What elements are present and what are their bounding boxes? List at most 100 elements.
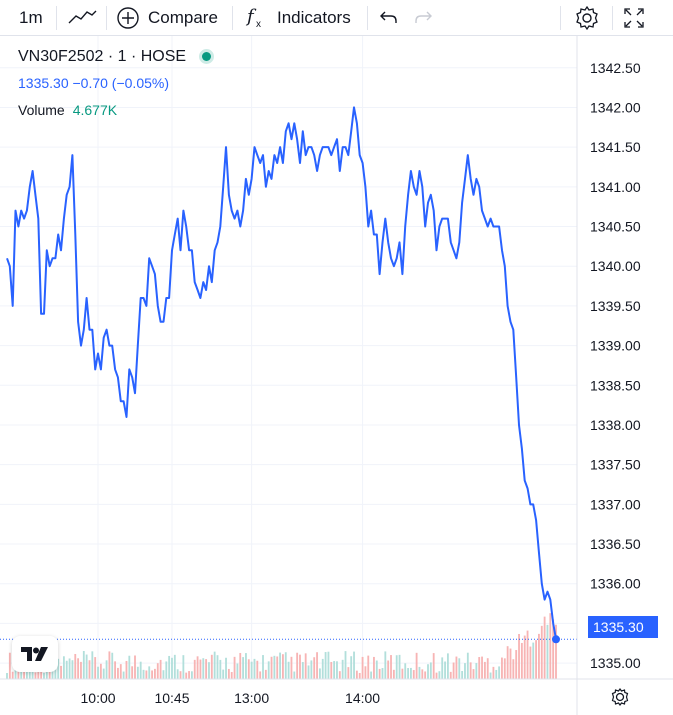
- price-tick-label: 1342.50: [590, 60, 641, 76]
- volume-bar: [205, 659, 208, 679]
- volume-bar: [529, 646, 532, 679]
- volume-label: Volume: [18, 102, 65, 118]
- volume-bar: [216, 655, 219, 679]
- volume-bar: [481, 656, 483, 679]
- volume-bar: [384, 651, 387, 679]
- settings-button[interactable]: [574, 0, 600, 35]
- toolbar-divider: [106, 6, 107, 30]
- volume-bar: [392, 669, 395, 679]
- volume-bar: [475, 663, 478, 679]
- volume-bar: [370, 671, 373, 679]
- price-tick-label: 1340.00: [590, 258, 641, 274]
- undo-button[interactable]: [378, 0, 400, 35]
- volume-bar: [188, 671, 190, 679]
- volume-bar: [293, 671, 296, 679]
- volume-bar: [381, 668, 384, 679]
- volume-bar: [270, 656, 273, 679]
- volume-bar: [398, 654, 401, 679]
- volume-bar: [77, 658, 80, 679]
- volume-bar: [412, 670, 415, 679]
- volume-bar: [34, 672, 37, 679]
- volume-legend-row[interactable]: Volume 4.677K: [18, 102, 117, 118]
- volume-bar: [466, 652, 469, 679]
- toolbar-divider: [560, 6, 561, 30]
- volume-bar: [159, 659, 162, 679]
- volume-bar: [444, 661, 446, 679]
- volume-bar: [310, 660, 313, 679]
- axis-settings-icon[interactable]: [611, 688, 629, 706]
- volume-bar: [489, 672, 492, 679]
- volume-bar: [506, 646, 509, 679]
- price-tick-label: 1341.00: [590, 179, 641, 195]
- legend-symbol-row[interactable]: VN30F2502 · 1 · HOSE: [18, 48, 212, 66]
- volume-value: 4.677K: [72, 102, 118, 118]
- tradingview-logo-icon: [21, 647, 48, 661]
- volume-bar: [273, 655, 276, 679]
- toolbar-divider: [367, 6, 368, 30]
- volume-bar: [503, 658, 506, 679]
- volume-bar: [6, 673, 8, 679]
- volume-bar: [219, 659, 222, 679]
- redo-button[interactable]: [412, 0, 434, 35]
- volume-bar: [145, 670, 148, 679]
- volume-bar: [418, 666, 421, 679]
- volume-bar: [350, 656, 353, 679]
- volume-bar: [469, 662, 472, 679]
- price-tick-label: 1340.50: [590, 219, 641, 235]
- volume-bar: [549, 613, 552, 679]
- toolbar-divider: [612, 6, 613, 30]
- volume-bar: [358, 672, 361, 679]
- volume-bar: [415, 652, 418, 679]
- time-axis: 10:00 10:45 13:00 14:00: [81, 690, 381, 706]
- fullscreen-button[interactable]: [622, 0, 646, 35]
- symbol-label: VN30F2502 · 1 · HOSE: [18, 48, 187, 65]
- volume-bar: [540, 625, 543, 679]
- volume-bar: [85, 654, 88, 679]
- volume-bar: [65, 660, 68, 679]
- volume-bar: [37, 669, 40, 679]
- volume-bar: [208, 662, 210, 679]
- compare-button[interactable]: Compare: [116, 0, 218, 35]
- volume-bar: [318, 668, 321, 679]
- volume-bar: [421, 669, 424, 679]
- volume-bar: [88, 660, 91, 679]
- volume-bar: [375, 660, 378, 679]
- toolbar-divider: [232, 6, 233, 30]
- volume-bar: [355, 670, 358, 679]
- volume-bar: [247, 659, 250, 679]
- volume-bar: [222, 669, 225, 679]
- volume-bar: [105, 660, 108, 679]
- volume-bar: [279, 652, 281, 679]
- volume-bar: [182, 655, 185, 679]
- volume-bar: [236, 663, 239, 679]
- price-tick-label: 1341.50: [590, 139, 641, 155]
- volume-bar: [80, 661, 82, 679]
- volume-bar: [321, 658, 324, 679]
- volume-bar: [404, 663, 407, 679]
- volume-bar: [304, 653, 307, 679]
- toolbar-divider: [56, 6, 57, 30]
- tradingview-logo[interactable]: [12, 636, 58, 672]
- volume-bar: [128, 655, 131, 679]
- volume-bar: [108, 651, 111, 679]
- price-tick-label: 1338.00: [590, 417, 641, 433]
- volume-bar: [390, 655, 392, 679]
- price-tick-label: 1339.50: [590, 298, 641, 314]
- volume-bar: [114, 661, 117, 679]
- fullscreen-icon: [622, 6, 646, 30]
- chart-type-button[interactable]: [66, 0, 98, 35]
- settings-icon: [574, 5, 600, 31]
- volume-bar: [512, 659, 515, 679]
- volume-bar: [117, 667, 119, 679]
- last-price-badge: [588, 616, 658, 638]
- market-status-dot: [202, 52, 212, 62]
- volume-bar: [8, 652, 11, 679]
- volume-bar: [151, 670, 153, 679]
- price-chart[interactable]: 1342.50 1342.00 1341.50 1341.00 1340.50 1340.…: [0, 36, 673, 715]
- price-tick-label: 1337.00: [590, 496, 641, 512]
- compare-label: Compare: [148, 7, 218, 27]
- volume-bar: [498, 666, 501, 679]
- interval-label: 1m: [19, 7, 43, 27]
- interval-button[interactable]: 1m: [19, 0, 43, 35]
